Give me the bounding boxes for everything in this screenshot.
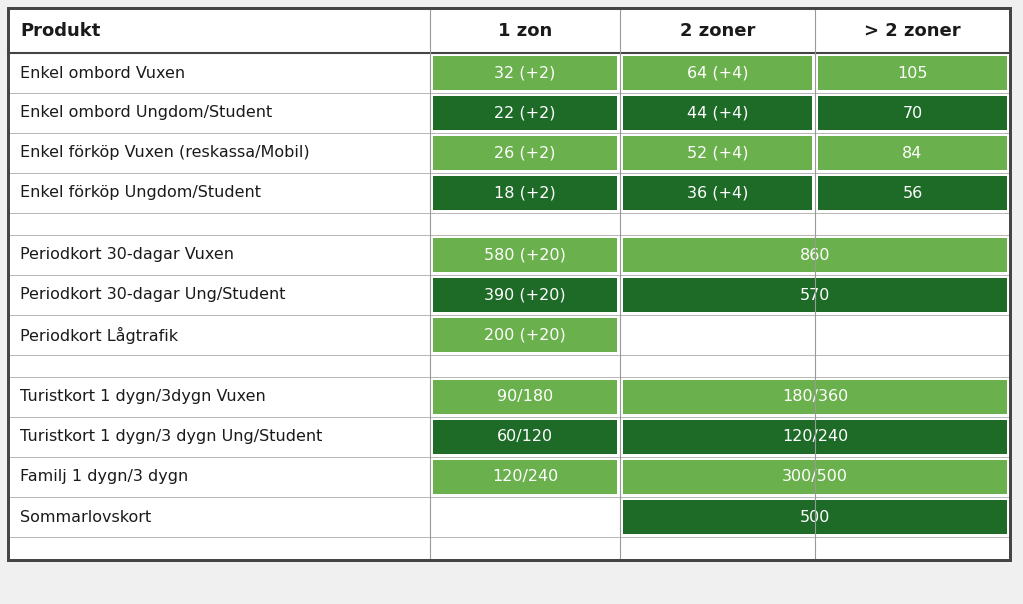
Bar: [433, 176, 617, 210]
Bar: [433, 318, 617, 352]
Bar: [623, 460, 1007, 494]
Bar: [818, 96, 1007, 130]
Text: 60/120: 60/120: [497, 429, 553, 445]
Bar: [8, 377, 1010, 417]
Bar: [623, 380, 1007, 414]
Bar: [8, 275, 1010, 315]
Bar: [433, 460, 617, 494]
Text: Enkel ombord Ungdom/Student: Enkel ombord Ungdom/Student: [20, 106, 272, 121]
Text: 120/240: 120/240: [782, 429, 848, 445]
Bar: [433, 278, 617, 312]
Bar: [8, 133, 1010, 173]
Text: Enkel förköp Vuxen (reskassa/Mobil): Enkel förköp Vuxen (reskassa/Mobil): [20, 146, 310, 161]
Bar: [623, 238, 1007, 272]
Bar: [8, 235, 1010, 275]
Bar: [818, 176, 1007, 210]
Bar: [433, 96, 617, 130]
Text: 18 (+2): 18 (+2): [494, 185, 555, 201]
Text: 300/500: 300/500: [782, 469, 848, 484]
Text: 180/360: 180/360: [782, 390, 848, 405]
Text: Periodkort 30-dagar Ung/Student: Periodkort 30-dagar Ung/Student: [20, 288, 285, 303]
Text: 52 (+4): 52 (+4): [686, 146, 748, 161]
Text: 26 (+2): 26 (+2): [494, 146, 555, 161]
Bar: [623, 56, 812, 90]
Bar: [8, 53, 1010, 93]
Text: > 2 zoner: > 2 zoner: [864, 22, 961, 39]
Text: 36 (+4): 36 (+4): [686, 185, 748, 201]
Text: 570: 570: [800, 288, 831, 303]
Text: 90/180: 90/180: [497, 390, 553, 405]
Bar: [433, 136, 617, 170]
Text: 2 zoner: 2 zoner: [680, 22, 755, 39]
Text: Sommarlovskort: Sommarlovskort: [20, 510, 151, 524]
Text: 390 (+20): 390 (+20): [484, 288, 566, 303]
Bar: [433, 238, 617, 272]
Bar: [818, 136, 1007, 170]
Text: 44 (+4): 44 (+4): [686, 106, 748, 121]
Text: 580 (+20): 580 (+20): [484, 248, 566, 263]
Bar: [433, 420, 617, 454]
Text: 1 zon: 1 zon: [498, 22, 552, 39]
Bar: [8, 93, 1010, 133]
Text: 120/240: 120/240: [492, 469, 559, 484]
Text: 64 (+4): 64 (+4): [686, 65, 748, 80]
Bar: [8, 315, 1010, 355]
Text: 22 (+2): 22 (+2): [494, 106, 555, 121]
Text: 860: 860: [800, 248, 831, 263]
Text: Turistkort 1 dygn/3 dygn Ung/Student: Turistkort 1 dygn/3 dygn Ung/Student: [20, 429, 322, 445]
Text: Familj 1 dygn/3 dygn: Familj 1 dygn/3 dygn: [20, 469, 188, 484]
Text: 70: 70: [902, 106, 923, 121]
Bar: [433, 56, 617, 90]
Text: Produkt: Produkt: [20, 22, 100, 39]
Text: Periodkort Lågtrafik: Periodkort Lågtrafik: [20, 327, 178, 344]
Bar: [8, 497, 1010, 537]
Bar: [623, 176, 812, 210]
Text: 105: 105: [897, 65, 928, 80]
Text: Enkel förköp Ungdom/Student: Enkel förköp Ungdom/Student: [20, 185, 261, 201]
Text: 32 (+2): 32 (+2): [494, 65, 555, 80]
Bar: [8, 173, 1010, 213]
Bar: [8, 8, 1010, 53]
Text: 56: 56: [902, 185, 923, 201]
Bar: [623, 500, 1007, 534]
Text: Enkel ombord Vuxen: Enkel ombord Vuxen: [20, 65, 185, 80]
Text: Turistkort 1 dygn/3dygn Vuxen: Turistkort 1 dygn/3dygn Vuxen: [20, 390, 266, 405]
Text: Periodkort 30-dagar Vuxen: Periodkort 30-dagar Vuxen: [20, 248, 234, 263]
Bar: [8, 457, 1010, 497]
Bar: [623, 136, 812, 170]
Bar: [818, 56, 1007, 90]
Bar: [433, 380, 617, 414]
Text: 200 (+20): 200 (+20): [484, 327, 566, 342]
Text: 84: 84: [902, 146, 923, 161]
Text: 500: 500: [800, 510, 831, 524]
Bar: [623, 420, 1007, 454]
Bar: [623, 278, 1007, 312]
Bar: [8, 417, 1010, 457]
Bar: [623, 96, 812, 130]
